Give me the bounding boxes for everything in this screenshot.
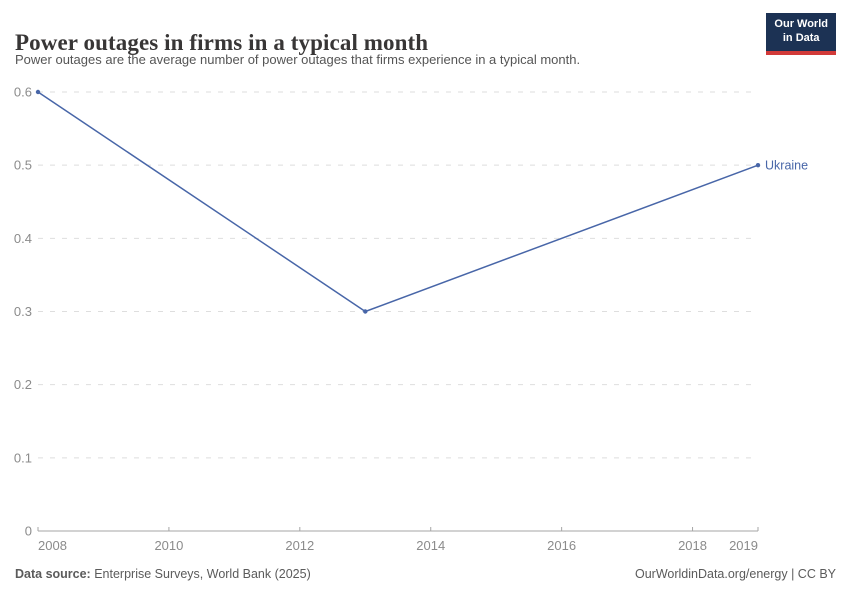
y-axis-tick-label: 0.6 xyxy=(14,85,32,100)
ukraine-data-point-marker[interactable] xyxy=(755,163,761,168)
x-axis-tick-label: 2018 xyxy=(678,538,707,553)
x-axis-tick-label: 2010 xyxy=(154,538,183,553)
data-source-text: Enterprise Surveys, World Bank (2025) xyxy=(90,567,311,581)
data-source-label: Data source: xyxy=(15,567,91,581)
ukraine-line-series[interactable] xyxy=(37,91,759,313)
y-axis-tick-label: 0.5 xyxy=(14,158,32,173)
chart-footer: Data source: Enterprise Surveys, World B… xyxy=(15,567,836,581)
x-axis-tick-label: 2016 xyxy=(547,538,576,553)
y-axis-tick-label: 0.2 xyxy=(14,377,32,392)
data-source-note: Data source: Enterprise Surveys, World B… xyxy=(15,567,311,581)
x-axis-tick-label: 2012 xyxy=(285,538,314,553)
ukraine-series-label[interactable]: Ukraine xyxy=(765,159,808,173)
owid-logo[interactable]: Our World in Data xyxy=(766,13,836,55)
owid-credit-link[interactable]: OurWorldinData.org/energy | CC BY xyxy=(634,567,836,581)
ukraine-data-point-marker[interactable] xyxy=(35,89,41,95)
y-axis-tick-label: 0.4 xyxy=(14,231,32,246)
chart-subtitle: Power outages are the average number of … xyxy=(15,52,581,67)
ukraine-data-point-marker[interactable] xyxy=(363,309,368,314)
x-axis-tick-label: 2008 xyxy=(38,538,67,553)
y-axis-tick-label: 0.1 xyxy=(14,450,32,465)
y-axis-tick-label: 0.3 xyxy=(14,304,32,319)
owid-logo-line2: in Data xyxy=(782,31,820,44)
x-axis-tick-label: 2014 xyxy=(416,538,445,553)
x-axis-tick-label: 2019 xyxy=(729,538,758,553)
chart-title: Power outages in firms in a typical mont… xyxy=(15,30,429,56)
owid-logo-line1: Our World xyxy=(774,18,828,30)
y-axis-tick-label: 0 xyxy=(25,524,32,539)
